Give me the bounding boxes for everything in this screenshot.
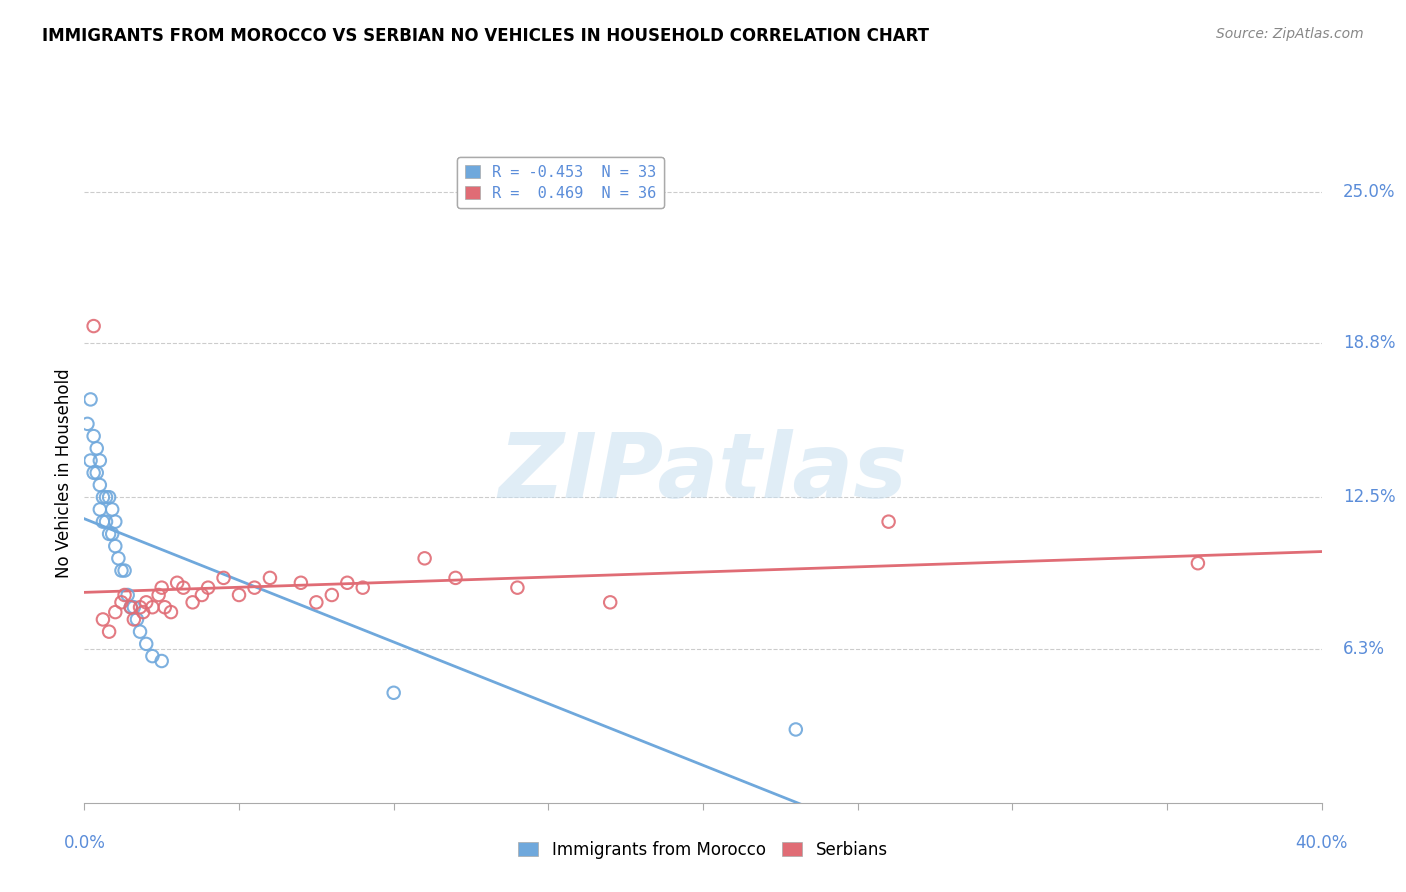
Text: IMMIGRANTS FROM MOROCCO VS SERBIAN NO VEHICLES IN HOUSEHOLD CORRELATION CHART: IMMIGRANTS FROM MOROCCO VS SERBIAN NO VE… (42, 27, 929, 45)
Point (181, 595, 204, 609)
Text: 12.5%: 12.5% (1343, 488, 1395, 506)
Point (122, 600, 145, 615)
Point (114, 564, 136, 578)
Point (120, 600, 142, 615)
Point (148, 588, 170, 602)
Point (125, 612, 148, 626)
Point (382, 686, 405, 700)
Point (79, 392, 101, 407)
Point (76, 417, 98, 431)
Point (135, 595, 157, 609)
Point (336, 575, 359, 590)
Point (110, 564, 132, 578)
Point (290, 575, 312, 590)
Point (212, 571, 235, 585)
Point (91, 612, 114, 626)
Point (83, 429, 105, 443)
Point (91, 490, 114, 504)
Point (104, 539, 127, 553)
Point (877, 515, 900, 529)
Text: 0.0%: 0.0% (63, 834, 105, 852)
Point (160, 605, 183, 619)
Point (86, 466, 108, 480)
Point (129, 600, 152, 615)
Point (352, 581, 374, 595)
Point (1187, 556, 1209, 570)
Point (89, 478, 111, 492)
Text: 25.0%: 25.0% (1343, 183, 1395, 201)
Point (89, 453, 111, 467)
Point (89, 502, 111, 516)
Point (91, 515, 114, 529)
Point (104, 605, 127, 619)
Point (110, 595, 132, 609)
Point (305, 595, 328, 609)
Point (150, 581, 173, 595)
Point (114, 588, 136, 602)
Text: 40.0%: 40.0% (1295, 834, 1348, 852)
Point (506, 581, 529, 595)
Point (444, 571, 467, 585)
Point (101, 502, 124, 516)
Point (98, 490, 121, 504)
Point (94, 490, 117, 504)
Point (259, 571, 281, 585)
Point (86, 442, 108, 456)
Text: ZIPatlas: ZIPatlas (499, 429, 907, 516)
Point (132, 605, 155, 619)
Point (197, 581, 219, 595)
Point (321, 588, 343, 602)
Point (141, 600, 163, 615)
Point (599, 595, 621, 609)
Point (135, 637, 157, 651)
Legend: R = -0.453  N = 33, R =  0.469  N = 36: R = -0.453 N = 33, R = 0.469 N = 36 (457, 157, 664, 209)
Point (101, 527, 124, 541)
Point (94, 515, 117, 529)
Point (243, 581, 266, 595)
Point (150, 654, 173, 668)
Point (141, 649, 163, 664)
Point (122, 612, 145, 626)
Point (120, 600, 142, 615)
Point (153, 600, 176, 615)
Point (98, 527, 121, 541)
Point (191, 588, 214, 602)
Point (83, 319, 105, 334)
Point (172, 581, 194, 595)
Point (98, 624, 121, 639)
Point (104, 515, 127, 529)
Point (785, 723, 807, 737)
Point (83, 466, 105, 480)
Text: 6.3%: 6.3% (1343, 640, 1385, 657)
Point (79, 453, 101, 467)
Point (413, 551, 436, 566)
Point (166, 575, 188, 590)
Point (129, 624, 152, 639)
Point (107, 551, 129, 566)
Text: Source: ZipAtlas.com: Source: ZipAtlas.com (1216, 27, 1364, 41)
Point (228, 588, 250, 602)
Text: 18.8%: 18.8% (1343, 334, 1395, 352)
Y-axis label: No Vehicles in Household: No Vehicles in Household (55, 368, 73, 578)
Point (117, 588, 139, 602)
Legend: Immigrants from Morocco, Serbians: Immigrants from Morocco, Serbians (512, 835, 894, 866)
